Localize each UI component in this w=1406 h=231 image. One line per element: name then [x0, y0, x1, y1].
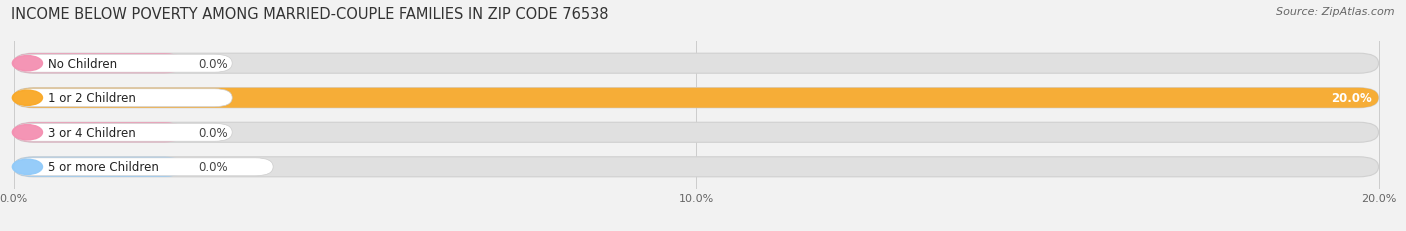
- FancyBboxPatch shape: [14, 123, 1378, 143]
- FancyBboxPatch shape: [14, 55, 232, 73]
- Circle shape: [13, 91, 42, 106]
- Text: No Children: No Children: [48, 58, 117, 70]
- FancyBboxPatch shape: [14, 54, 1378, 74]
- Text: INCOME BELOW POVERTY AMONG MARRIED-COUPLE FAMILIES IN ZIP CODE 76538: INCOME BELOW POVERTY AMONG MARRIED-COUPL…: [11, 7, 609, 22]
- Text: 0.0%: 0.0%: [198, 58, 228, 70]
- Text: 20.0%: 20.0%: [1331, 92, 1372, 105]
- FancyBboxPatch shape: [14, 123, 184, 143]
- Text: 5 or more Children: 5 or more Children: [48, 161, 159, 173]
- Circle shape: [13, 125, 42, 140]
- Text: 3 or 4 Children: 3 or 4 Children: [48, 126, 135, 139]
- Circle shape: [13, 56, 42, 72]
- FancyBboxPatch shape: [14, 54, 184, 74]
- FancyBboxPatch shape: [14, 88, 1378, 108]
- Text: 0.0%: 0.0%: [198, 161, 228, 173]
- FancyBboxPatch shape: [14, 124, 232, 142]
- FancyBboxPatch shape: [14, 157, 184, 177]
- Text: 0.0%: 0.0%: [198, 126, 228, 139]
- FancyBboxPatch shape: [14, 157, 1378, 177]
- FancyBboxPatch shape: [14, 158, 273, 176]
- Circle shape: [13, 159, 42, 175]
- FancyBboxPatch shape: [14, 89, 232, 107]
- Text: 1 or 2 Children: 1 or 2 Children: [48, 92, 136, 105]
- FancyBboxPatch shape: [14, 88, 1378, 108]
- Text: Source: ZipAtlas.com: Source: ZipAtlas.com: [1277, 7, 1395, 17]
